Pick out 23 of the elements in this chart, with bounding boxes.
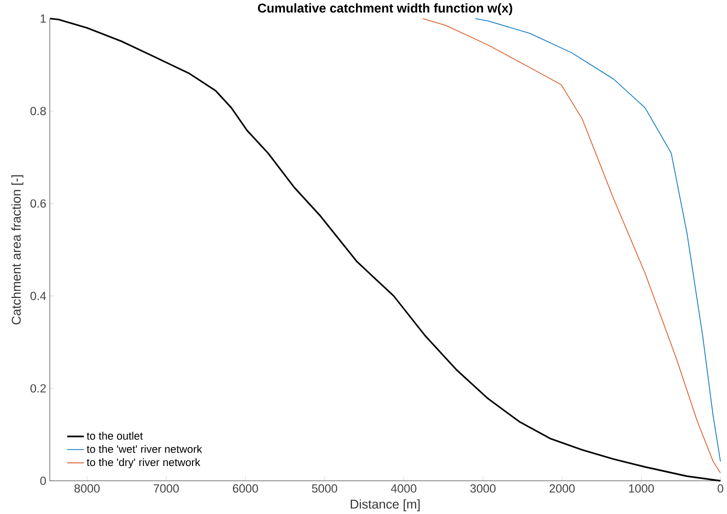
y-tick-label: 0.2 bbox=[30, 384, 46, 392]
line-series bbox=[475, 18, 721, 462]
x-axis-title: Distance [m] bbox=[350, 499, 420, 511]
x-tick-label: 2000 bbox=[550, 484, 575, 492]
x-tick-label: 7000 bbox=[154, 484, 179, 492]
y-tick-label: 0 bbox=[40, 476, 46, 485]
line-series bbox=[422, 18, 721, 474]
legend-label: to the outlet bbox=[86, 432, 143, 440]
y-axis-title: Catchment area fraction [-] bbox=[11, 175, 24, 324]
legend-label: to the 'dry' river network bbox=[86, 458, 200, 468]
chart-title: Cumulative catchment width function w(x) bbox=[258, 3, 512, 15]
y-tick-label: 0.6 bbox=[30, 199, 46, 208]
x-tick-label: 4000 bbox=[390, 484, 416, 492]
legend-label: to the 'wet' river network bbox=[86, 444, 202, 453]
y-tick-label: 0.4 bbox=[30, 292, 46, 300]
x-tick-label: 5000 bbox=[312, 484, 338, 492]
x-tick-label: 6000 bbox=[232, 484, 258, 492]
x-tick-label: 3000 bbox=[470, 484, 496, 492]
x-tick-label: 0 bbox=[718, 484, 724, 492]
y-tick-label: 0.8 bbox=[30, 106, 46, 115]
x-tick-label: 1000 bbox=[629, 484, 654, 492]
y-tick-label: 1 bbox=[40, 14, 46, 22]
x-tick-label: 8000 bbox=[74, 484, 100, 492]
